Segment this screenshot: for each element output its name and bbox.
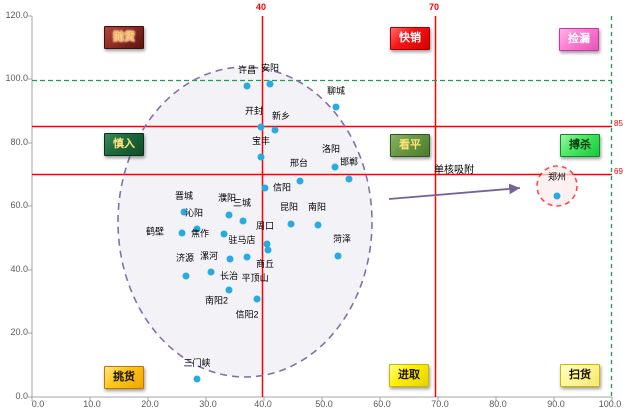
svg-text:单核吸附: 单核吸附 <box>434 163 474 176</box>
